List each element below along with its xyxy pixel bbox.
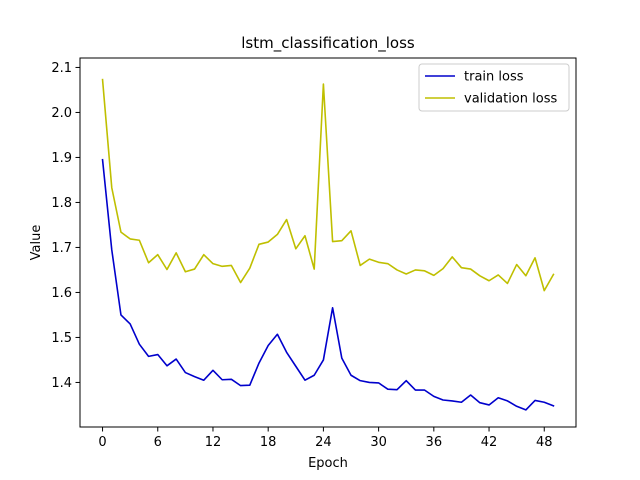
x-tick-label: 24 xyxy=(315,435,332,450)
x-tick-label: 6 xyxy=(154,435,162,450)
y-axis: 1.4 1.5 1.6 1.7 1.8 1.9 2.0 2.1 xyxy=(51,61,80,391)
y-tick-label: 2.1 xyxy=(51,61,72,76)
legend-box xyxy=(418,63,570,112)
y-tick-label: 1.5 xyxy=(51,331,72,346)
x-tick-label: 18 xyxy=(260,435,277,450)
y-tick-label: 1.8 xyxy=(51,196,72,211)
chart-title: lstm_classification_loss xyxy=(241,34,415,53)
y-tick-label: 2.0 xyxy=(51,106,72,121)
y-tick-label: 1.4 xyxy=(51,376,72,391)
series-line-train-loss xyxy=(101,158,555,411)
plot-frame xyxy=(79,57,577,428)
y-tick-label: 1.6 xyxy=(51,286,72,301)
x-axis: 0 6 12 18 24 30 36 42 48 xyxy=(98,427,553,450)
x-tick-label: 0 xyxy=(98,435,106,450)
y-axis-title: Value xyxy=(29,225,44,261)
x-tick-label: 42 xyxy=(481,435,498,450)
legend: train loss validation loss xyxy=(418,63,570,112)
series-line-validation-loss xyxy=(101,78,555,292)
x-tick-label: 48 xyxy=(536,435,553,450)
legend-label-train-loss: train loss xyxy=(464,70,524,85)
lines-layer xyxy=(101,78,555,411)
y-tick-label: 1.9 xyxy=(51,151,72,166)
x-tick-label: 30 xyxy=(370,435,387,450)
legend-label-validation-loss: validation loss xyxy=(464,92,557,107)
x-axis-title: Epoch xyxy=(308,456,348,471)
x-tick-label: 36 xyxy=(426,435,443,450)
y-tick-label: 1.7 xyxy=(51,241,72,256)
x-tick-label: 12 xyxy=(205,435,222,450)
